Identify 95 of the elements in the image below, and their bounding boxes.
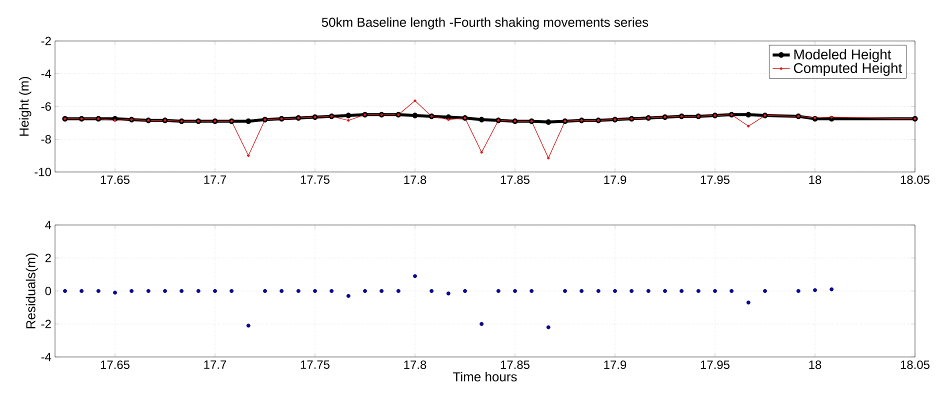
point — [330, 288, 334, 293]
y-tick-label: -4 — [41, 352, 52, 362]
x-tick-label: 17.9 — [604, 360, 626, 370]
chart-title: 50km Baseline length -Fourth shaking movements series — [322, 17, 648, 30]
point — [480, 322, 484, 326]
point — [80, 288, 84, 293]
point — [663, 288, 668, 293]
point — [746, 112, 752, 118]
y-tick-label: 0 — [45, 286, 52, 296]
x-tick-label: 17.9 — [604, 176, 626, 184]
point — [747, 124, 750, 128]
point — [646, 288, 650, 293]
point — [830, 287, 834, 292]
point — [296, 288, 300, 293]
point — [113, 290, 118, 295]
point — [63, 288, 68, 293]
y-tick-label: -6 — [41, 102, 51, 111]
point — [713, 288, 718, 293]
point — [546, 325, 550, 330]
point — [830, 116, 833, 118]
point — [163, 288, 168, 293]
legend-label: Computed Height — [794, 62, 902, 76]
x-tick-label: 17.8 — [404, 176, 426, 184]
point — [430, 288, 434, 293]
point — [280, 288, 284, 293]
point — [696, 288, 700, 293]
point — [146, 288, 150, 293]
y-tick-label: -2 — [41, 36, 51, 46]
y-tick-label: 4 — [45, 220, 52, 230]
point — [413, 274, 418, 278]
x-tick-label: 17.95 — [700, 176, 730, 184]
point — [530, 288, 534, 293]
point — [746, 300, 750, 305]
point — [180, 288, 184, 293]
point — [630, 288, 634, 293]
point — [480, 150, 483, 154]
x-tick-label: 17.7 — [204, 176, 226, 184]
point — [347, 119, 350, 122]
point — [813, 288, 817, 292]
point — [596, 288, 600, 293]
point — [446, 291, 450, 296]
y-tick-label: -4 — [41, 70, 52, 78]
x-tick-label: 17.65 — [100, 360, 130, 370]
y-axis-title: Residuals(m) — [26, 254, 38, 328]
x-tick-label: 18.05 — [900, 360, 930, 370]
point — [130, 288, 134, 293]
x-tick-label: 18.05 — [900, 176, 930, 184]
point — [478, 116, 484, 122]
point — [396, 288, 400, 293]
point — [96, 288, 100, 293]
x-axis-title: Time hours — [453, 372, 517, 382]
legend-label: Modeled Height — [794, 49, 892, 62]
point — [414, 99, 416, 102]
point — [346, 294, 350, 298]
point — [412, 112, 418, 118]
x-tick-label: 17.85 — [500, 360, 530, 370]
point — [563, 288, 568, 293]
point — [730, 288, 734, 293]
point — [447, 118, 450, 121]
point — [213, 288, 218, 293]
point — [246, 324, 250, 328]
point — [196, 288, 200, 293]
point — [346, 112, 352, 118]
y-tick-label: -8 — [41, 134, 51, 144]
x-tick-label: 17.75 — [300, 176, 330, 184]
x-tick-label: 18 — [809, 360, 822, 370]
point — [263, 288, 268, 293]
point — [246, 118, 252, 124]
point — [363, 288, 368, 293]
point — [613, 288, 618, 293]
point — [114, 119, 116, 122]
x-tick-label: 17.75 — [300, 360, 330, 369]
point — [380, 288, 384, 293]
x-tick-label: 18 — [809, 176, 822, 184]
point — [546, 119, 552, 125]
point — [496, 288, 500, 293]
y-tick-label: -10 — [34, 168, 52, 176]
point — [580, 288, 584, 293]
point — [547, 156, 550, 160]
x-tick-label: 17.65 — [100, 176, 130, 184]
point — [463, 288, 468, 293]
y-tick-label: -2 — [41, 320, 51, 328]
x-tick-label: 17.7 — [204, 360, 226, 369]
point — [247, 154, 250, 157]
x-tick-label: 17.95 — [700, 360, 730, 370]
point — [313, 288, 318, 293]
y-tick-label: 2 — [45, 254, 51, 262]
point — [513, 288, 518, 293]
point — [230, 288, 234, 293]
point — [763, 288, 767, 293]
x-tick-label: 17.85 — [500, 176, 530, 184]
x-tick-label: 17.8 — [404, 360, 426, 370]
point — [796, 288, 800, 293]
y-axis-title: Height (m) — [19, 76, 32, 136]
point — [680, 288, 684, 293]
